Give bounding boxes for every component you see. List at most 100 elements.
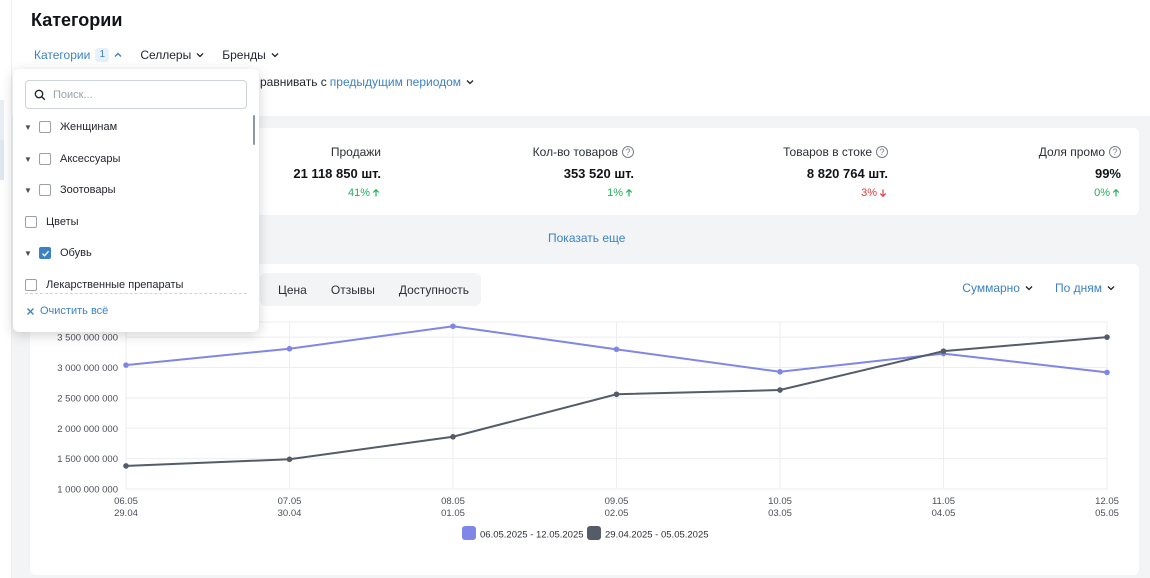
legend-label: 29.04.2025 - 05.05.2025 — [605, 530, 709, 541]
kpi-delta-value: 1% — [607, 187, 623, 199]
x-tick-label-secondary: 02.05 — [605, 508, 629, 519]
x-tick-label: 07.05 — [278, 496, 302, 507]
arrow-up-icon — [1112, 188, 1120, 197]
checkbox[interactable] — [39, 153, 51, 165]
kpi-sales: Продажи 21 118 850 шт. 41% — [293, 145, 381, 199]
category-label: Цветы — [46, 216, 79, 228]
arrow-down-icon — [879, 189, 887, 198]
caret-down-icon[interactable]: ▼ — [24, 154, 32, 164]
x-tick-label-secondary: 01.05 — [441, 508, 465, 519]
caret-down-icon[interactable]: ▼ — [24, 248, 32, 258]
x-tick-label-secondary: 29.04 — [114, 508, 138, 519]
kpi-promo-share: Доля промо? 99% 0% — [1039, 145, 1121, 199]
series-point — [286, 345, 293, 352]
kpi-delta: 0% — [1039, 187, 1121, 199]
filter-categories[interactable]: Категории 1 — [34, 48, 124, 62]
arrow-up-icon — [625, 188, 633, 197]
legend-swatch — [462, 526, 476, 540]
x-tick-label-secondary: 05.05 — [1095, 508, 1119, 519]
kpi-value: 21 118 850 шт. — [293, 166, 381, 181]
clear-all-button[interactable]: Очистить всё — [26, 305, 108, 317]
chart-tabs: Цена Отзывы Доступность — [260, 273, 481, 306]
checkbox-checked[interactable] — [39, 247, 51, 259]
checkbox[interactable] — [25, 216, 37, 228]
x-tick-label-secondary: 04.05 — [932, 508, 956, 519]
series-point — [940, 348, 947, 354]
chevron-down-icon — [1025, 286, 1033, 291]
tab-reviews[interactable]: Отзывы — [330, 282, 375, 297]
x-tick-label-secondary: 03.05 — [768, 508, 792, 519]
kpi-label: Кол-во товаров — [532, 145, 618, 159]
category-item[interactable]: ▼ Обувь — [13, 243, 92, 263]
category-label: Лекарственные препараты — [46, 279, 184, 291]
filter-brands[interactable]: Бренды — [222, 48, 280, 62]
checkbox[interactable] — [39, 184, 51, 196]
y-tick-label: 3 000 000 000 — [57, 363, 118, 374]
series-point — [1104, 369, 1110, 376]
series-point — [777, 368, 783, 375]
tab-price[interactable]: Цена — [278, 282, 307, 297]
period-select-label: По дням — [1054, 281, 1102, 295]
help-icon[interactable]: ? — [622, 146, 634, 158]
categories-dropdown: ▼ Женщинам ▼ Аксессуары ▼ Зоотовары Цвет… — [13, 69, 259, 332]
category-item[interactable]: ▼ Женщинам — [13, 117, 117, 137]
chevron-down-icon — [1107, 286, 1115, 291]
show-more-link[interactable]: Показать еще — [548, 231, 626, 245]
series-point — [286, 456, 293, 463]
category-item[interactable]: Цветы — [13, 212, 79, 232]
kpi-label: Доля промо — [1038, 145, 1105, 159]
y-tick-label: 1 500 000 000 — [57, 454, 118, 465]
help-icon[interactable]: ? — [1109, 146, 1121, 158]
check-icon — [41, 250, 49, 257]
help-icon[interactable]: ? — [876, 146, 888, 158]
chevron-down-icon — [196, 53, 204, 58]
filter-sellers[interactable]: Селлеры — [140, 48, 206, 62]
search-icon — [34, 89, 46, 100]
period-select[interactable]: По дням — [1055, 281, 1117, 295]
caret-down-icon[interactable]: ▼ — [24, 122, 32, 132]
scrollbar[interactable] — [253, 115, 255, 145]
chevron-up-icon — [114, 52, 122, 57]
series-point — [450, 433, 456, 440]
caret-down-icon[interactable]: ▼ — [24, 185, 32, 195]
kpi-delta: 41% — [293, 187, 381, 199]
y-tick-label: 2 000 000 000 — [57, 424, 118, 435]
series-point — [613, 391, 620, 398]
filter-brands-label: Бренды — [222, 48, 266, 62]
view-controls: Суммарно По дням — [962, 281, 1117, 295]
kpi-label: Продажи — [330, 145, 381, 159]
category-item[interactable]: ▼ Аксессуары — [13, 149, 120, 169]
line-chart: 1 000 000 000 1 500 000 000 2 000 000 000 2… — [57, 321, 1119, 541]
legend-swatch — [587, 526, 601, 540]
clear-all-label: Очистить всё — [40, 305, 109, 317]
category-label: Зоотовары — [60, 184, 116, 196]
y-tick-label: 2 500 000 000 — [57, 393, 118, 404]
x-tick-label: 10.05 — [768, 496, 792, 507]
aggregate-select[interactable]: Суммарно — [962, 281, 1035, 295]
search-input[interactable] — [53, 88, 233, 101]
category-item[interactable]: Лекарственные препараты — [13, 275, 183, 295]
chevron-down-icon[interactable] — [464, 76, 476, 88]
search-field[interactable] — [25, 80, 247, 109]
kpi-value: 353 520 шт. — [563, 166, 634, 181]
kpi-delta-value: 3% — [861, 187, 877, 199]
tab-availability[interactable]: Доступность — [398, 282, 469, 297]
kpi-value: 8 820 764 шт. — [806, 166, 888, 181]
legend-label: 06.05.2025 - 12.05.2025 — [480, 530, 584, 541]
filter-bar: Категории 1 Селлеры Бренды — [34, 48, 297, 62]
sidebar-marker-active — [0, 140, 4, 180]
checkbox[interactable] — [39, 121, 51, 133]
aggregate-select-label: Суммарно — [962, 281, 1020, 295]
filter-count-badge: 1 — [95, 48, 110, 62]
y-tick-label: 3 500 000 000 — [57, 333, 118, 344]
y-tick-label: 1 000 000 000 — [57, 485, 118, 496]
kpi-delta: 1% — [533, 187, 634, 199]
divider — [25, 293, 247, 294]
compare-period-link[interactable]: предыдущим периодом — [329, 75, 462, 89]
category-label: Обувь — [60, 247, 92, 259]
checkbox[interactable] — [25, 279, 37, 291]
category-item[interactable]: ▼ Зоотовары — [13, 180, 116, 200]
x-tick-label: 08.05 — [441, 496, 465, 507]
x-tick-label: 12.05 — [1095, 496, 1119, 507]
sidebar-marker — [0, 100, 4, 140]
